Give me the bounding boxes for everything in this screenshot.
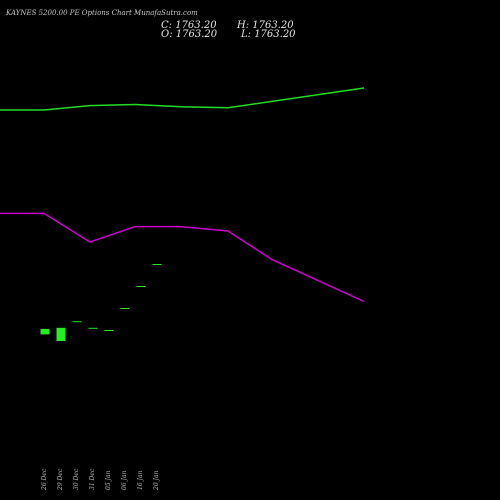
- candle-26-dec: [40, 328, 50, 335]
- lower-band-line: [0, 212, 365, 303]
- x-tick-label: 31 Dec: [89, 468, 96, 490]
- candle-20-jan: [152, 264, 162, 265]
- high-readout: H: 1763.20: [237, 20, 294, 31]
- candle-30-dec: [72, 321, 82, 323]
- close-readout: C: 1763.20: [161, 20, 217, 31]
- x-tick-label: 06 Jan: [121, 470, 128, 490]
- candle-05-jan: [104, 330, 114, 331]
- x-tick-label: 30 Dec: [73, 468, 80, 490]
- candle-29-dec: [56, 327, 66, 341]
- x-tick-label: 29 Dec: [57, 468, 64, 490]
- open-readout: O: 1763.20: [161, 29, 218, 40]
- chart-title: KAYNES 5200.00 PE Options Chart MunafaSu…: [6, 9, 198, 17]
- low-readout: L: 1763.20: [241, 29, 296, 40]
- x-tick-label: 16 Jan: [137, 470, 144, 490]
- x-tick-label: 05 Jan: [105, 470, 112, 490]
- candles: [40, 264, 162, 341]
- candle-06-jan: [120, 308, 130, 309]
- bands: [0, 87, 365, 303]
- upper-band-line: [0, 87, 365, 111]
- candle-31-dec: [88, 327, 98, 329]
- x-tick-label: 20 Jan: [153, 470, 160, 490]
- x-tick-label: 26 Dec: [41, 468, 48, 490]
- candle-16-jan: [136, 286, 146, 287]
